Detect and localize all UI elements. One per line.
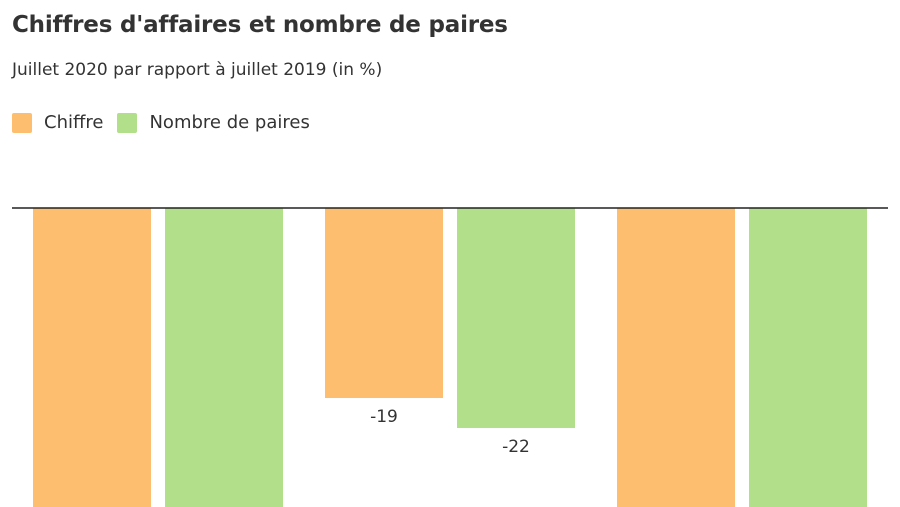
data-label-1: -22 bbox=[502, 437, 530, 457]
legend-label-nombre-de-paires: Nombre de paires bbox=[149, 112, 310, 133]
data-label-0: -19 bbox=[370, 407, 398, 427]
bar-series-1-category-1 bbox=[457, 208, 575, 428]
bar-series-0-category-0 bbox=[33, 208, 151, 507]
bar-series-1-category-0 bbox=[165, 208, 283, 507]
bar-series-1-category-2 bbox=[749, 208, 867, 507]
legend-swatch-nombre-de-paires bbox=[117, 112, 138, 133]
bar-series-0-category-1 bbox=[325, 208, 443, 398]
chart-title: Chiffres d'affaires et nombre de paires bbox=[12, 12, 508, 38]
legend-item-chiffre: Chiffre bbox=[12, 112, 103, 133]
legend: Chiffre Nombre de paires bbox=[12, 112, 324, 133]
bars-group bbox=[33, 208, 867, 507]
data-labels-group: -19 -22 bbox=[370, 407, 530, 457]
bar-series-0-category-2 bbox=[617, 208, 735, 507]
legend-item-nombre-de-paires: Nombre de paires bbox=[117, 112, 310, 133]
chart-subtitle: Juillet 2020 par rapport à juillet 2019 … bbox=[12, 60, 383, 80]
legend-label-chiffre: Chiffre bbox=[44, 112, 104, 133]
legend-swatch-chiffre bbox=[12, 112, 32, 133]
